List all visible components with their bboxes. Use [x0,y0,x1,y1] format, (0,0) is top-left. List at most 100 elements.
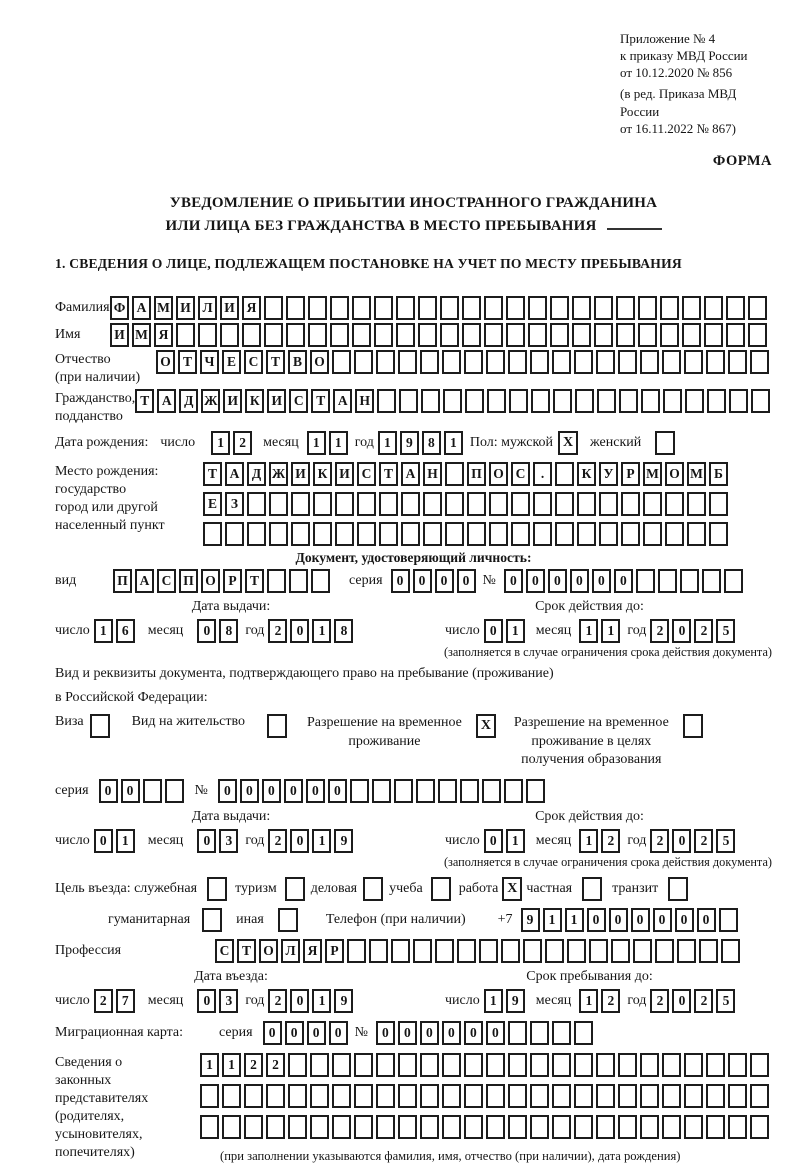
char-cell[interactable] [721,939,740,963]
char-cell[interactable]: У [599,462,618,487]
char-cell[interactable]: И [176,296,195,321]
char-cell[interactable] [376,1115,395,1139]
char-cell[interactable]: 0 [120,779,140,803]
char-cell[interactable] [176,323,195,348]
char-cell[interactable] [638,296,657,321]
char-cell[interactable] [552,1053,571,1077]
char-cell[interactable] [701,569,721,594]
purpose-humanitarian-checkbox[interactable] [202,908,223,932]
char-cell[interactable]: Е [203,492,222,517]
char-cell[interactable]: С [289,389,309,414]
char-cell[interactable] [435,939,454,963]
char-cell[interactable]: П [179,569,198,594]
char-cell[interactable] [489,522,508,547]
char-cell[interactable]: 0 [284,1021,304,1045]
char-cell[interactable] [509,389,529,414]
char-cell[interactable]: О [489,462,508,487]
char-cell[interactable]: 1 [564,908,584,932]
char-cell[interactable] [682,296,701,321]
char-cell[interactable] [643,522,662,547]
char-cell[interactable] [423,492,442,517]
char-cell[interactable]: 1 [200,1053,219,1077]
char-cell[interactable] [594,296,613,321]
char-cell[interactable]: 0 [674,908,694,932]
char-cell[interactable] [486,1115,505,1139]
char-cell[interactable] [618,1084,637,1108]
char-cell[interactable]: 0 [696,908,716,932]
char-cell[interactable] [357,492,376,517]
char-cell[interactable] [391,939,410,963]
char-cell[interactable] [247,522,266,547]
char-cell[interactable] [545,939,564,963]
char-cell[interactable] [552,350,571,375]
char-cell[interactable] [457,939,476,963]
char-cell[interactable] [550,296,569,321]
char-cell[interactable] [288,1053,307,1077]
purpose-tourism-checkbox[interactable] [284,877,305,901]
char-cell[interactable] [310,1084,329,1108]
char-cell[interactable]: К [577,462,596,487]
char-cell[interactable]: 3 [219,989,239,1013]
char-cell[interactable]: О [201,569,220,594]
char-cell[interactable]: И [335,462,354,487]
char-cell[interactable] [706,1084,725,1108]
char-cell[interactable]: М [687,462,706,487]
char-cell[interactable] [437,779,457,803]
char-cell[interactable] [220,323,239,348]
char-cell[interactable] [398,1084,417,1108]
char-cell[interactable] [640,1084,659,1108]
char-cell[interactable]: 1 [211,431,231,456]
char-cell[interactable] [286,323,305,348]
char-cell[interactable] [594,323,613,348]
char-cell[interactable] [684,1084,703,1108]
char-cell[interactable] [354,1053,373,1077]
char-cell[interactable] [679,569,699,594]
char-cell[interactable] [420,350,439,375]
char-cell[interactable]: 1 [222,1053,241,1077]
char-cell[interactable]: С [157,569,176,594]
purpose-official-checkbox[interactable] [207,877,228,901]
char-cell[interactable]: Я [303,939,322,963]
char-cell[interactable] [616,296,635,321]
char-cell[interactable] [596,1084,615,1108]
birthplace-row-3[interactable] [203,522,731,547]
char-cell[interactable] [635,569,655,594]
char-cell[interactable]: П [113,569,132,594]
temp-residence-checkbox[interactable]: X [475,714,496,739]
char-cell[interactable]: 0 [290,619,310,644]
char-cell[interactable] [750,1084,769,1108]
char-cell[interactable] [508,1115,527,1139]
char-cell[interactable]: 1 [579,619,599,644]
char-cell[interactable]: 2 [694,989,714,1013]
char-cell[interactable]: 1 [443,431,463,456]
char-cell[interactable] [597,389,617,414]
char-cell[interactable]: Л [281,939,300,963]
char-cell[interactable] [393,779,413,803]
char-cell[interactable] [420,1115,439,1139]
char-cell[interactable]: Ф [110,296,129,321]
char-cell[interactable] [332,350,351,375]
char-cell[interactable] [374,296,393,321]
char-cell[interactable] [641,389,661,414]
char-cell[interactable]: 5 [716,829,736,853]
char-cell[interactable] [142,779,162,803]
char-cell[interactable]: 1 [312,989,332,1013]
char-cell[interactable] [421,389,441,414]
char-cell[interactable] [508,1053,527,1077]
char-cell[interactable] [567,939,586,963]
char-cell[interactable] [685,389,705,414]
char-cell[interactable] [619,389,639,414]
char-cell[interactable]: 0 [569,569,589,594]
char-cell[interactable]: 0 [419,1021,439,1045]
char-cell[interactable]: Р [325,939,344,963]
char-cell[interactable] [244,1115,263,1139]
char-cell[interactable] [330,296,349,321]
char-cell[interactable]: Т [311,389,331,414]
